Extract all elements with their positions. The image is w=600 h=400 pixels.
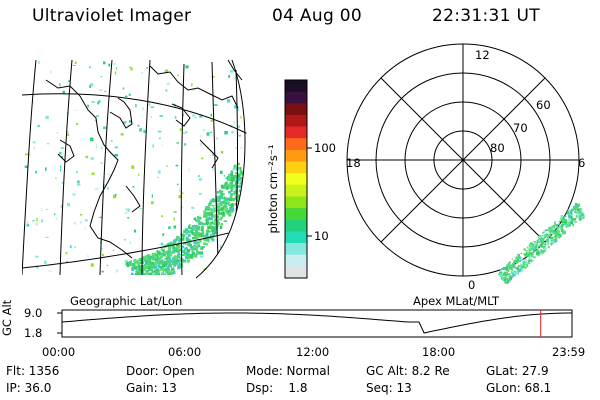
y-tick-1-8: 1.8 bbox=[24, 326, 43, 340]
aurora-oval-apex bbox=[498, 203, 585, 284]
gc-alt-status: GC Alt: 8.2 Re bbox=[366, 364, 450, 378]
colorbar-swatch bbox=[285, 196, 307, 209]
x-tick-0000: 00:00 bbox=[42, 345, 76, 359]
mlat-60-label: 60 bbox=[536, 98, 551, 112]
seq-status: Seq: 13 bbox=[366, 381, 412, 395]
colorbar-swatch bbox=[285, 208, 307, 221]
geographic-image bbox=[22, 59, 248, 275]
geo-panel-label: Geographic Lat/Lon bbox=[70, 294, 183, 308]
colorbar-swatch bbox=[285, 184, 307, 198]
colorbar-swatch bbox=[285, 114, 307, 128]
colorbar-tick-100: 100 bbox=[314, 141, 336, 155]
colorbar-swatch bbox=[285, 80, 307, 93]
date-label: 04 Aug 00 bbox=[272, 6, 362, 26]
mlat-80-label: 80 bbox=[490, 141, 505, 155]
apex-polar-grid bbox=[346, 43, 580, 277]
mlat-70-label: 70 bbox=[513, 121, 528, 135]
coastlines bbox=[45, 59, 243, 259]
gain-status: Gain: 13 bbox=[126, 381, 177, 395]
mlt-18-label: 18 bbox=[346, 156, 361, 170]
colorbar-swatch bbox=[285, 126, 307, 139]
ip-status: IP: 36.0 bbox=[6, 381, 52, 395]
gc-alt-curve bbox=[61, 312, 572, 334]
parallel-lines bbox=[22, 93, 248, 269]
glon-status: GLon: 68.1 bbox=[486, 381, 552, 395]
colorbar-swatch bbox=[285, 138, 307, 151]
colorbar-swatch bbox=[285, 91, 307, 104]
x-tick-1800: 18:00 bbox=[422, 345, 456, 359]
colorbar-swatch bbox=[285, 231, 307, 244]
colorbar-swatch bbox=[285, 254, 307, 267]
colorbar-swatch bbox=[285, 103, 307, 116]
geo-map-rim bbox=[195, 59, 246, 279]
plot-frame bbox=[61, 309, 573, 338]
colorbar-units-label: photon cm⁻²s⁻¹ bbox=[266, 144, 280, 234]
glat-status: GLat: 27.9 bbox=[486, 364, 549, 378]
colorbar-swatch bbox=[285, 173, 307, 186]
mlt-0-label: 0 bbox=[468, 278, 476, 292]
door-status: Door: Open bbox=[126, 364, 195, 378]
apex-panel-label: Apex MLat/MLT bbox=[413, 294, 500, 308]
colorbar-swatch bbox=[285, 161, 307, 174]
colorbar-swatch bbox=[285, 266, 307, 279]
y-tick-9: 9.0 bbox=[24, 306, 43, 320]
timeline-panel: GC Alt 9.0 1.8 00:00 06:00 12:00 18:00 2… bbox=[0, 300, 600, 360]
mlt-6-label: 6 bbox=[578, 156, 586, 170]
mode-status: Mode: Normal bbox=[246, 364, 330, 378]
x-tick-0600: 06:00 bbox=[168, 345, 202, 359]
colorbar-tick-10: 10 bbox=[314, 229, 329, 243]
colorbar bbox=[284, 79, 312, 279]
colorbar-swatch bbox=[285, 243, 307, 256]
colorbar-swatch bbox=[285, 219, 307, 233]
x-tick-1200: 12:00 bbox=[296, 345, 330, 359]
instrument-title: Ultraviolet Imager bbox=[32, 6, 192, 26]
gc-alt-plot bbox=[57, 309, 573, 338]
colorbar-swatch bbox=[285, 149, 307, 163]
flight-status: Flt: 1356 bbox=[6, 364, 60, 378]
mlt-12-label: 12 bbox=[475, 48, 490, 62]
x-tick-2359: 23:59 bbox=[552, 345, 586, 359]
y-tick-marks bbox=[57, 312, 62, 334]
dsp-status: Dsp: 1.8 bbox=[246, 381, 308, 395]
gc-alt-ylabel: GC Alt bbox=[0, 299, 14, 336]
time-label: 22:31:31 UT bbox=[432, 6, 540, 26]
